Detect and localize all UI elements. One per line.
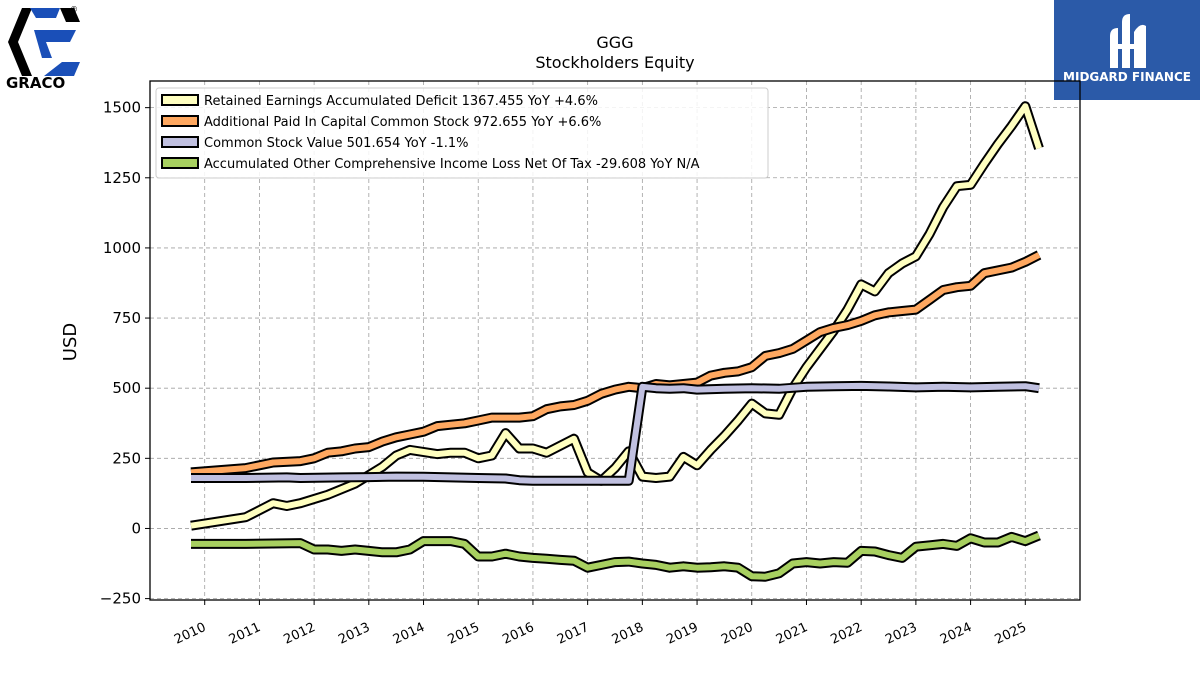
legend-swatch [161,94,199,106]
series-line-1 [190,252,1041,476]
x-tick-label: 2020 [719,620,755,648]
y-axis-label: USD [60,323,81,361]
x-tick-label: 2024 [938,620,974,648]
x-tick-label: 2025 [993,620,1029,648]
y-tick-label: 250 [112,449,141,467]
x-tick-label: 2012 [281,620,317,648]
x-tick-label: 2022 [829,620,865,648]
y-tick-label: −250 [100,590,141,608]
x-tick-label: 2015 [446,620,482,648]
x-axis-ticks: 2010 2011 2012 2013 2014 2015 2016 2017 2018 2019… [172,600,1029,648]
chart-title: GGG [596,33,633,52]
series-outline-1 [190,250,1042,478]
y-tick-label: 1250 [103,169,141,187]
legend-entry: Additional Paid In Capital Common Stock … [204,115,601,130]
y-tick-label: 1500 [103,99,141,117]
chart-subtitle: Stockholders Equity [535,53,694,72]
legend-box [155,87,769,179]
y-axis-ticks: −250 0 250 500 750 1000 1250 1500 [100,99,150,608]
legend: Retained Earnings Accumulated Deficit 13… [155,87,769,179]
y-tick-label: 1000 [103,239,141,257]
legend-swatch [161,115,199,127]
series-line-0 [190,103,1042,529]
y-tick-label: 0 [131,519,141,537]
x-tick-label: 2011 [227,620,263,648]
y-tick-label: 500 [112,379,141,397]
series-lines [190,101,1044,582]
x-tick-label: 2017 [555,620,591,648]
legend-entry: Accumulated Other Comprehensive Income L… [204,157,700,172]
x-tick-label: 2018 [610,620,646,648]
registered-mark: ® [70,5,78,14]
y-tick-label: 750 [112,309,141,327]
x-tick-label: 2021 [774,620,810,648]
x-tick-label: 2023 [883,620,919,648]
x-tick-label: 2014 [391,620,427,648]
plot-frame [149,80,1081,601]
series-line-3 [191,532,1041,580]
x-tick-label: 2019 [664,620,700,648]
legend-swatch [161,157,199,169]
x-tick-label: 2013 [336,620,372,648]
x-tick-label: 2016 [500,620,536,648]
series-line-2 [191,382,1040,484]
x-tick-label: 2010 [172,620,208,648]
legend-entry: Retained Earnings Accumulated Deficit 13… [204,94,598,109]
legend-entry: Common Stock Value 501.654 YoY -1.1% [204,136,468,151]
legend-swatch [161,136,199,148]
midgard-finance-text: MIDGARD FINANCE [1063,70,1191,84]
graco-logo: GRACO ® [6,5,80,92]
series-outline-3 [191,530,1041,582]
graco-logo-text: GRACO [6,74,65,92]
midgard-finance-logo: MIDGARD FINANCE [1054,0,1200,100]
